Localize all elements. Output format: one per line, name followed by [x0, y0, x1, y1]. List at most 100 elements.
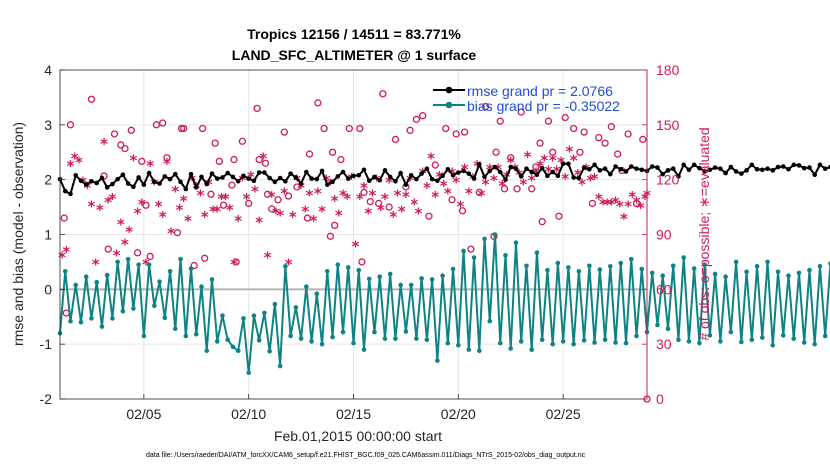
- bias-point: [597, 267, 603, 272]
- possible-obs-marker: [330, 221, 339, 230]
- rmse-point: [471, 176, 477, 181]
- evaluated-obs-marker: *: [96, 201, 104, 219]
- evaluated-obs-marker: *: [113, 247, 121, 265]
- bias-point: [204, 348, 210, 354]
- rmse-series-line: [59, 162, 830, 195]
- rmse-point: [157, 181, 162, 186]
- evaluated-obs-marker: *: [247, 168, 255, 186]
- evaluated-obs-marker: *: [276, 206, 284, 224]
- rmse-point: [765, 166, 770, 171]
- y-tick-label: -1: [40, 336, 53, 352]
- rmse-point: [529, 169, 534, 175]
- evaluated-obs-marker: *: [75, 153, 83, 171]
- bias-point: [513, 240, 519, 246]
- rmse-point: [801, 165, 807, 171]
- evaluated-obs-marker: *: [436, 168, 444, 186]
- bias-point: [324, 268, 330, 274]
- bias-point: [712, 271, 718, 277]
- possible-obs-marker: [345, 124, 353, 133]
- rmse-point: [393, 179, 398, 184]
- bias-point: [728, 329, 734, 335]
- bias-point: [188, 266, 194, 271]
- possible-obs-marker: [500, 185, 509, 193]
- rmse-point: [749, 162, 755, 168]
- rmse-point: [733, 169, 739, 174]
- rmse-point: [204, 181, 210, 187]
- bias-point: [524, 263, 529, 269]
- evaluated-obs-marker: *: [591, 170, 599, 188]
- bias-point: [131, 306, 136, 311]
- evaluated-obs-marker: *: [104, 194, 112, 212]
- rmse-point: [330, 179, 335, 185]
- evaluated-obs-marker: *: [440, 177, 448, 195]
- evaluated-obs-marker: *: [335, 206, 343, 224]
- possible-obs-marker: [496, 117, 504, 125]
- y2-tick-label: 180: [656, 62, 680, 78]
- rmse-point: [587, 166, 592, 172]
- possible-obs-marker: [280, 128, 288, 136]
- bias-point: [440, 273, 445, 278]
- bias-point: [655, 322, 660, 328]
- possible-obs-marker: [127, 126, 135, 134]
- evaluated-obs-marker: *: [108, 190, 116, 208]
- possible-obs-marker: [163, 154, 171, 162]
- bias-point: [267, 349, 272, 354]
- bias-point: [183, 333, 189, 339]
- evaluated-obs-marker: *: [398, 203, 406, 221]
- evaluated-obs-marker: *: [58, 248, 66, 266]
- bias-point: [162, 315, 168, 321]
- bias-point: [230, 344, 236, 350]
- rmse-point: [251, 178, 257, 184]
- rmse-point: [235, 179, 241, 184]
- rmse-point: [508, 164, 514, 170]
- evaluated-obs-marker: *: [620, 210, 628, 228]
- bias-point: [398, 282, 403, 288]
- rmse-point: [183, 186, 189, 192]
- evaluated-obs-marker: *: [364, 205, 372, 223]
- possible-obs-marker: [219, 201, 228, 209]
- rmse-point: [372, 174, 377, 180]
- bias-point: [545, 267, 550, 273]
- evaluated-obs-marker: *: [561, 170, 569, 188]
- bias-point: [691, 266, 697, 271]
- bias-point: [566, 265, 571, 270]
- possible-obs-marker: [595, 133, 603, 142]
- rmse-point: [214, 176, 220, 181]
- bias-point: [125, 256, 131, 262]
- possible-obs-marker: [375, 199, 383, 208]
- y2-tick-label: 30: [656, 336, 672, 352]
- evaluated-obs-marker: *: [452, 173, 460, 191]
- possible-obs-marker: [274, 196, 282, 204]
- bias-point: [518, 339, 524, 344]
- x-tick-label: 02/20: [441, 406, 476, 422]
- evaluated-obs-marker: *: [155, 197, 163, 215]
- rmse-point: [497, 169, 503, 175]
- possible-obs-marker: [419, 112, 427, 120]
- bias-point: [366, 276, 372, 282]
- rmse-point: [283, 179, 288, 184]
- bias-point: [628, 256, 634, 262]
- bias-point: [387, 271, 393, 277]
- possible-obs-marker: [448, 196, 456, 204]
- possible-obs-marker: [326, 232, 335, 240]
- possible-obs-marker: [198, 124, 207, 133]
- possible-obs-marker: [379, 90, 387, 98]
- bias-point: [707, 333, 713, 338]
- bias-point: [288, 333, 293, 339]
- rmse-point: [272, 179, 278, 185]
- evaluated-obs-marker: *: [197, 186, 205, 204]
- rmse-point: [456, 170, 461, 175]
- y-tick-label: -2: [40, 391, 53, 407]
- evaluated-obs-marker: *: [595, 190, 603, 208]
- bias-point: [760, 335, 765, 340]
- rmse-point: [146, 170, 152, 176]
- evaluated-obs-marker: *: [498, 177, 506, 195]
- rmse-point: [435, 178, 440, 184]
- evaluated-obs-marker: *: [255, 214, 263, 232]
- rmse-point: [817, 162, 823, 168]
- evaluated-obs-marker: *: [306, 186, 314, 204]
- possible-obs-marker: [528, 185, 536, 193]
- bias-point: [225, 337, 231, 343]
- bias-point: [136, 262, 141, 267]
- bias-point: [256, 338, 262, 343]
